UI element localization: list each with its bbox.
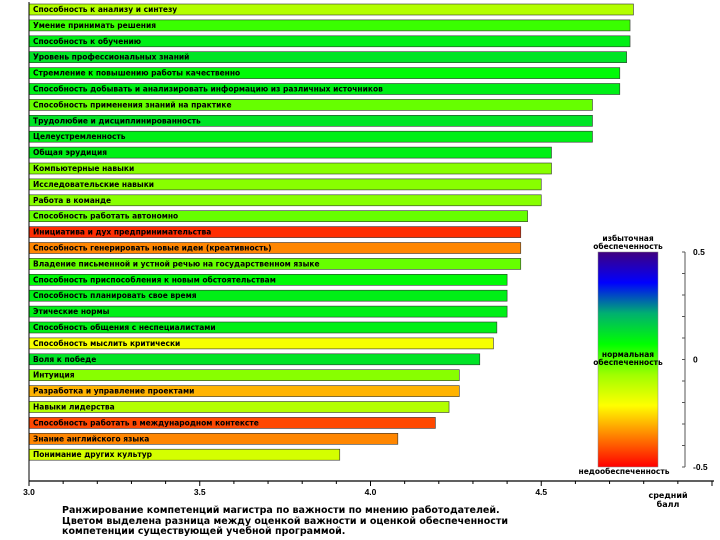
x-tick-label: 3.5 xyxy=(194,487,206,497)
bar-label: Навыки лидерства xyxy=(33,403,115,412)
bar-group: Способность к анализу и синтезу Умение пр… xyxy=(28,3,634,461)
bar-label: Знание английского языка xyxy=(33,434,149,443)
bar-label: Инициатива и дух предпринимательства xyxy=(33,228,211,237)
caption-line-3: компетенции существующей учебной програм… xyxy=(62,526,346,537)
bar-label: Способность применения знаний на практик… xyxy=(33,100,232,109)
color-scale-bar xyxy=(597,251,659,468)
bar-label: Стремление к повышению работы качественн… xyxy=(33,69,240,78)
bar-label: Способность добывать и анализировать инф… xyxy=(33,85,383,94)
bar-label: Работа в команде xyxy=(33,196,111,205)
bar-label: Понимание других культур xyxy=(33,450,153,459)
color-scale-tick-label: 0.5 xyxy=(693,247,705,257)
color-scale-tick-label: -0.5 xyxy=(693,462,708,472)
bar xyxy=(28,353,481,366)
color-scale-label-bottom: недообеспеченность xyxy=(579,467,670,476)
color-scale-label-top: избыточная xyxy=(602,234,654,243)
bar-label: Общая эрудиция xyxy=(33,148,107,157)
bar-label: Способность общения с неспециалистами xyxy=(33,323,216,332)
bar xyxy=(28,369,460,382)
bar-label: Компьютерные навыки xyxy=(33,164,134,173)
x-axis: 3.0 3.5 4.0 4.5 xyxy=(23,2,714,497)
bar-label: Способность работать в международном кон… xyxy=(33,418,259,427)
color-scale-label-middle: нормальная xyxy=(602,350,654,359)
bar-label: Умение принимать решения xyxy=(33,21,156,30)
bar-label: Способность к анализу и синтезу xyxy=(33,5,177,14)
x-axis-label: средний балл xyxy=(648,491,688,509)
figure-caption: Ранжирование компетенций магистра по важ… xyxy=(62,505,622,538)
bar-label: Уровень профессиональных знаний xyxy=(33,53,189,62)
bar-label: Целеустремленность xyxy=(33,132,126,141)
bar-label: Способность мыслить критически xyxy=(33,339,180,348)
color-scale-tick-label: 0 xyxy=(693,355,698,365)
bar-label: Этические нормы xyxy=(33,307,110,316)
bar xyxy=(28,146,552,159)
color-scale-label-top: обеспеченность xyxy=(593,242,663,251)
bar-label: Способность к обучению xyxy=(33,37,141,46)
bar-label: Способность работать автономно xyxy=(33,212,178,221)
bar-label: Способность генерировать новые идеи (кре… xyxy=(33,244,272,253)
bar-label: Способность приспособления к новым обсто… xyxy=(33,275,276,284)
x-tick-label: 4.0 xyxy=(365,487,377,497)
caption-line-2: Цветом выделена разница между оценкой ва… xyxy=(62,515,509,527)
bar-label: Владение письменной и устной речью на го… xyxy=(33,259,320,268)
color-scale-label-middle: обеспеченность xyxy=(593,358,663,367)
caption-line-1: Ранжирование компетенций магистра по важ… xyxy=(62,505,500,516)
bar-label: Способность планировать свое время xyxy=(33,291,197,300)
bar-label: Интуиция xyxy=(33,371,75,380)
color-scale-legend: 0.50-0.5избыточнаяобеспеченностьнормальн… xyxy=(579,234,708,476)
x-tick-label: 4.5 xyxy=(535,487,547,497)
bar-label: Воля к победе xyxy=(33,355,96,364)
bar-label: Разработка и управление проектами xyxy=(33,387,194,396)
x-tick-label: 3.0 xyxy=(23,487,35,497)
bar-label: Исследовательские навыки xyxy=(33,180,154,189)
bar-label: Трудолюбие и дисциплинированность xyxy=(33,116,201,125)
